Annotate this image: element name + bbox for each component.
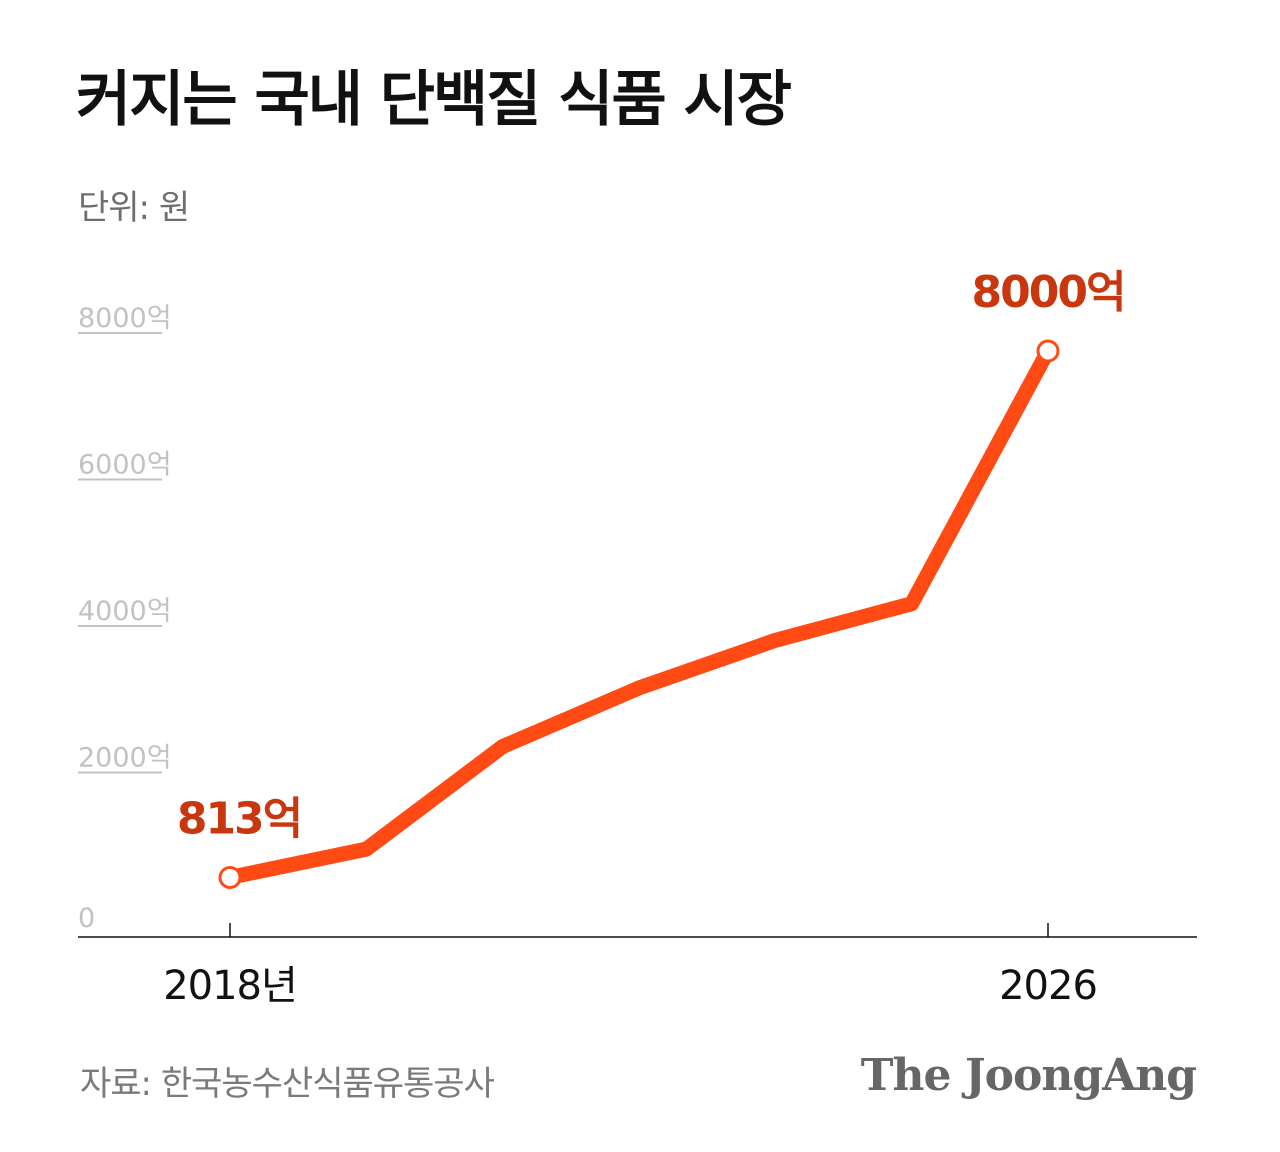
x-tick-label-6: 2026	[999, 963, 1097, 1009]
x-tick-label-0: 2018년	[163, 963, 297, 1009]
source-note: 자료: 한국농수산식품유통공사	[80, 1064, 495, 1104]
unit-label: 단위: 원	[78, 188, 190, 228]
series-line	[222, 343, 1056, 885]
y-tick-label-0: 0	[78, 903, 95, 934]
data-label-0: 813억	[177, 793, 301, 844]
data-point-0	[218, 865, 242, 889]
joongang-logo: The JoongAng	[860, 1050, 1197, 1101]
y-tick-label-3: 6000억	[78, 450, 172, 481]
chart-title: 커지는 국내 단백질 식품 시장	[76, 65, 792, 135]
y-tick-label-4: 8000억	[78, 303, 172, 334]
data-point-6	[1036, 339, 1060, 363]
y-tick-label-2: 4000억	[78, 596, 172, 627]
data-label-6: 8000억	[972, 267, 1125, 318]
y-tick-label-1: 2000억	[78, 743, 172, 774]
